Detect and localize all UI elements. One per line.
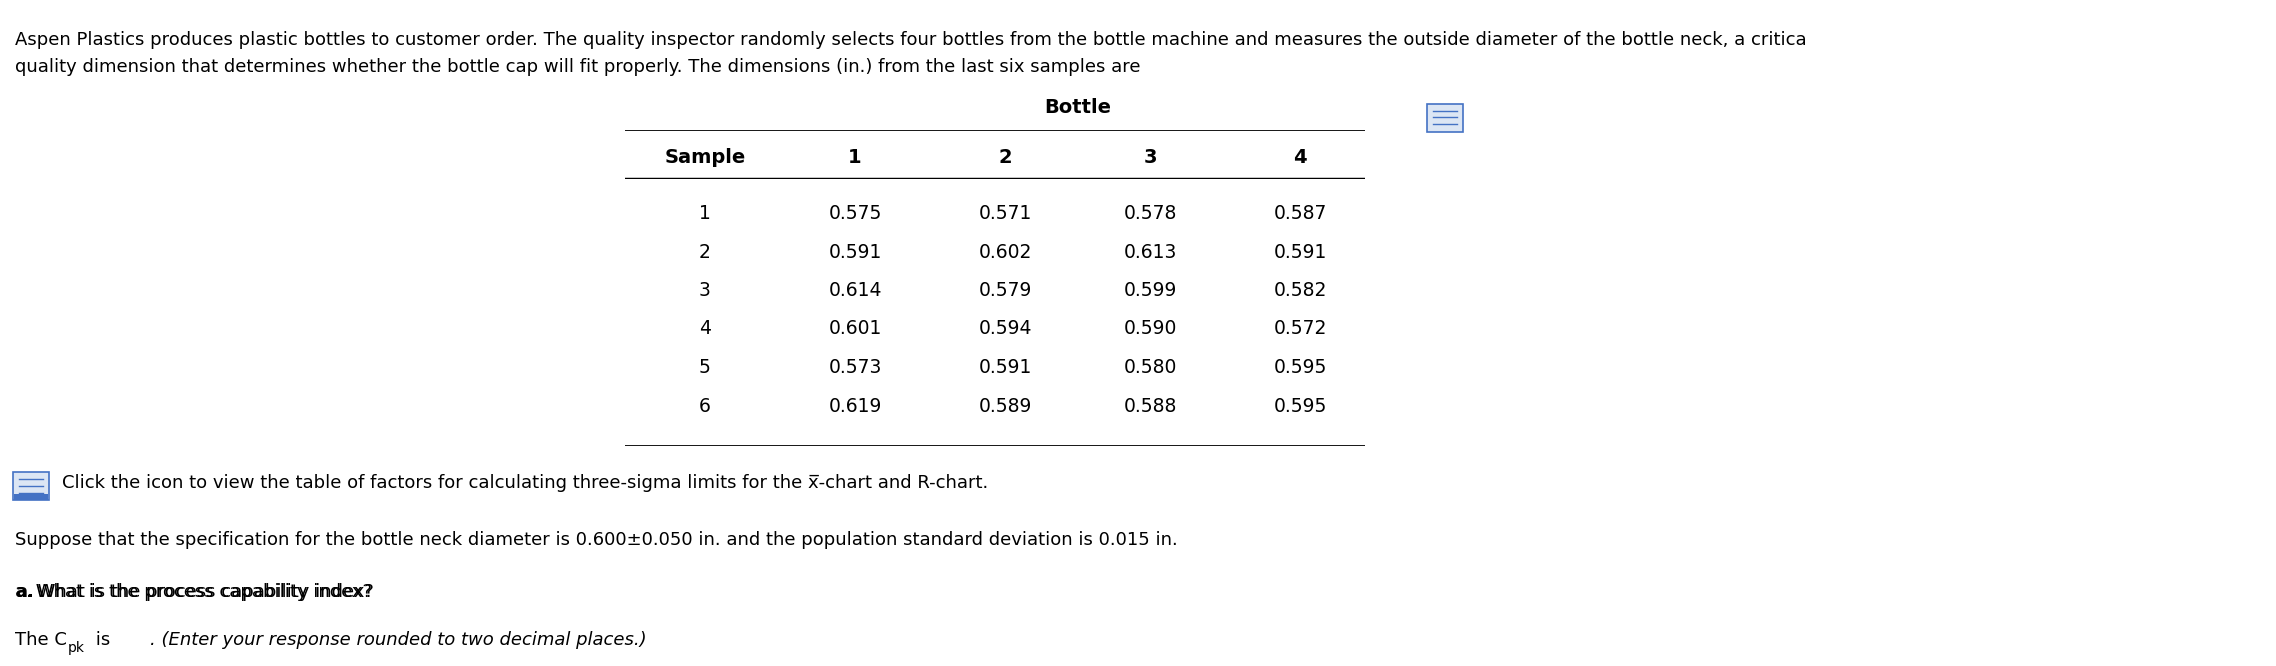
Text: 0.619: 0.619 (828, 396, 881, 416)
Text: Aspen Plastics produces plastic bottles to customer order. The quality inspector: Aspen Plastics produces plastic bottles … (16, 31, 1807, 49)
Text: What is the process capability index?: What is the process capability index? (30, 583, 371, 601)
Text: pk: pk (68, 641, 84, 655)
Text: 0.591: 0.591 (828, 242, 881, 262)
Text: 0.613: 0.613 (1124, 242, 1177, 262)
Text: 0.602: 0.602 (979, 242, 1031, 262)
FancyBboxPatch shape (1427, 104, 1463, 132)
Text: 1: 1 (699, 204, 710, 223)
Text: 0.590: 0.590 (1124, 320, 1177, 338)
Text: 0.601: 0.601 (828, 320, 881, 338)
Text: Click the icon to view the table of factors for calculating three-sigma limits f: Click the icon to view the table of fact… (61, 474, 988, 492)
FancyBboxPatch shape (112, 631, 146, 659)
Text: The C: The C (16, 631, 66, 649)
Text: Sample: Sample (665, 148, 747, 167)
Text: 0.587: 0.587 (1272, 204, 1327, 223)
Text: 6: 6 (699, 396, 710, 416)
Text: 0.595: 0.595 (1272, 396, 1327, 416)
Text: 0.572: 0.572 (1272, 320, 1327, 338)
Text: 0.578: 0.578 (1124, 204, 1177, 223)
Text: quality dimension that determines whether the bottle cap will fit properly. The : quality dimension that determines whethe… (16, 58, 1140, 76)
Text: 0.591: 0.591 (979, 358, 1031, 377)
Text: a. What is the process capability index?: a. What is the process capability index? (16, 583, 373, 601)
Text: 0.573: 0.573 (828, 358, 881, 377)
Text: 0.588: 0.588 (1124, 396, 1177, 416)
Text: . ​(Enter your response rounded to two decimal places.): . ​(Enter your response rounded to two d… (150, 631, 646, 649)
Text: 0.575: 0.575 (828, 204, 881, 223)
Text: 0.599: 0.599 (1124, 281, 1177, 300)
Text: 5: 5 (699, 358, 710, 377)
Text: 1: 1 (849, 148, 863, 167)
Text: Suppose that the specification for the bottle neck diameter is 0.600±0.050 in. a: Suppose that the specification for the b… (16, 531, 1177, 549)
Text: 0.580: 0.580 (1124, 358, 1177, 377)
FancyBboxPatch shape (14, 472, 48, 500)
Bar (14, 494, 48, 500)
Text: 3: 3 (699, 281, 710, 300)
Text: Bottle: Bottle (1045, 98, 1111, 117)
Text: a.: a. (16, 583, 34, 601)
Text: 0.614: 0.614 (828, 281, 881, 300)
Text: is: is (91, 631, 109, 649)
Text: 0.591: 0.591 (1272, 242, 1327, 262)
Text: 0.594: 0.594 (979, 320, 1031, 338)
Text: 0.582: 0.582 (1272, 281, 1327, 300)
Text: 0.589: 0.589 (979, 396, 1031, 416)
Text: 3: 3 (1143, 148, 1156, 167)
Text: 0.571: 0.571 (979, 204, 1031, 223)
Text: 0.595: 0.595 (1272, 358, 1327, 377)
Text: 4: 4 (1293, 148, 1306, 167)
Text: 2: 2 (699, 242, 710, 262)
Text: 2: 2 (999, 148, 1013, 167)
Text: 4: 4 (699, 320, 710, 338)
Text: 0.579: 0.579 (979, 281, 1031, 300)
